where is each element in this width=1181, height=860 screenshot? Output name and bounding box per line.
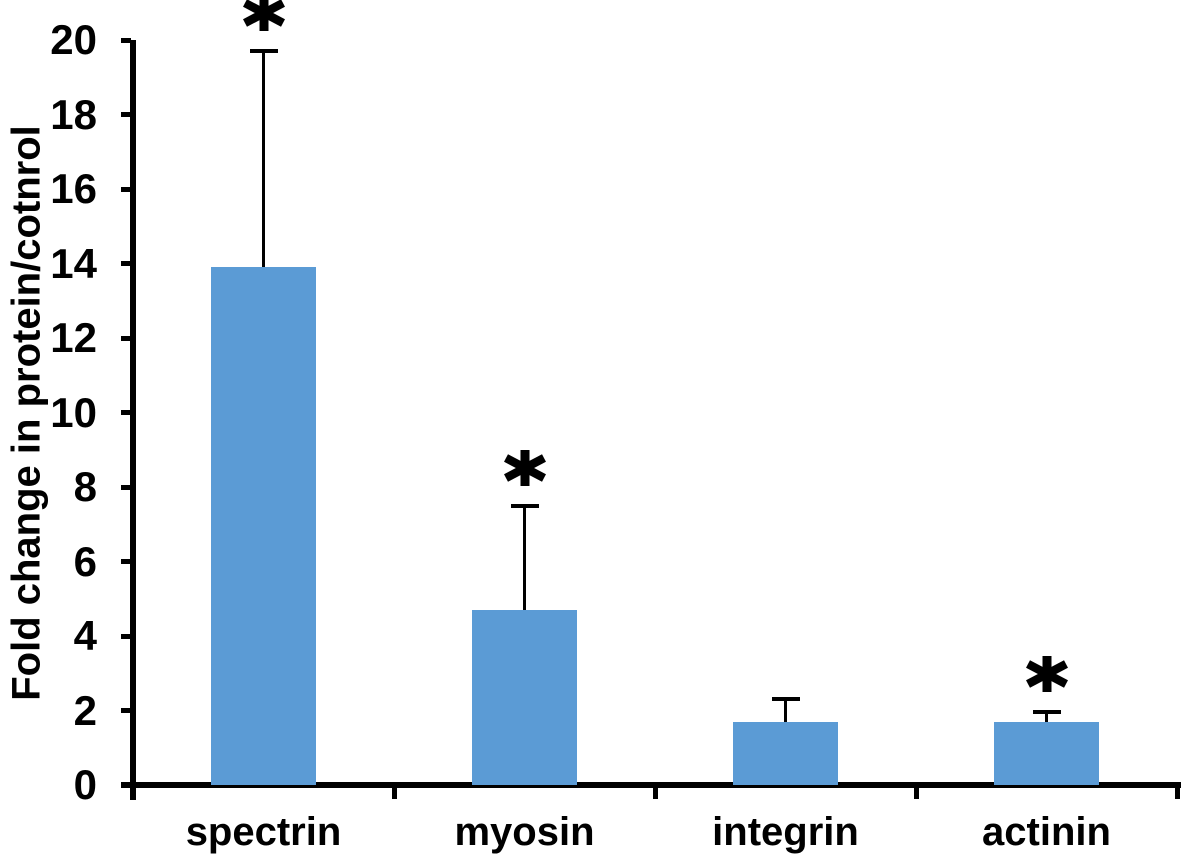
y-tick (121, 335, 131, 341)
y-tick-label: 6 (73, 537, 97, 585)
y-tick-label: 12 (50, 314, 97, 361)
y-tick-label: 4 (73, 612, 97, 659)
error-bar-whisker (1045, 712, 1048, 722)
error-bar-whisker (262, 51, 265, 268)
y-tick-label: 2 (73, 686, 97, 734)
bar-integrin (733, 721, 838, 785)
y-tick-label: 16 (50, 165, 97, 212)
y-tick-label: 0 (73, 761, 97, 808)
x-axis-line (121, 782, 1181, 788)
y-tick-label: 10 (50, 388, 97, 436)
asterisk-icon (242, 0, 285, 32)
y-tick (121, 559, 131, 564)
error-bar-cap (771, 697, 800, 702)
y-tick-label: 8 (73, 463, 97, 510)
x-category-label-actinin: actinin (982, 810, 1111, 854)
x-category-label-spectrin: spectrin (185, 810, 342, 854)
bar-actinin (994, 721, 1099, 785)
y-tick (121, 186, 131, 192)
x-category-label-myosin: myosin (454, 810, 595, 854)
y-tick-label: 14 (50, 239, 97, 287)
error-bar-cap (1032, 710, 1061, 715)
significance-asterisk (503, 449, 547, 487)
y-tick (121, 484, 131, 490)
x-tick (1174, 785, 1180, 799)
asterisk-icon (503, 449, 546, 486)
x-category-label-integrin: integrin (712, 810, 859, 854)
significance-asterisk (1025, 655, 1069, 693)
error-bar-cap (510, 503, 539, 508)
y-tick (121, 782, 131, 788)
error-bar-whisker (523, 505, 526, 610)
y-axis-line (130, 40, 136, 800)
x-tick (391, 785, 397, 799)
x-tick (130, 785, 136, 799)
y-tick-label: 20 (50, 16, 97, 63)
error-bar-whisker (784, 699, 787, 722)
y-tick (121, 112, 131, 117)
bar-spectrin (211, 267, 316, 785)
x-tick (652, 785, 658, 799)
y-tick-label: 18 (50, 90, 97, 138)
y-tick (121, 410, 131, 415)
x-tick (913, 785, 919, 799)
asterisk-icon (1025, 656, 1068, 693)
significance-asterisk (242, 0, 286, 32)
bar-myosin (472, 609, 577, 785)
y-tick (121, 633, 131, 639)
y-tick (121, 261, 131, 266)
error-bar-cap (249, 49, 278, 54)
y-tick (121, 37, 131, 43)
y-tick (121, 708, 131, 713)
